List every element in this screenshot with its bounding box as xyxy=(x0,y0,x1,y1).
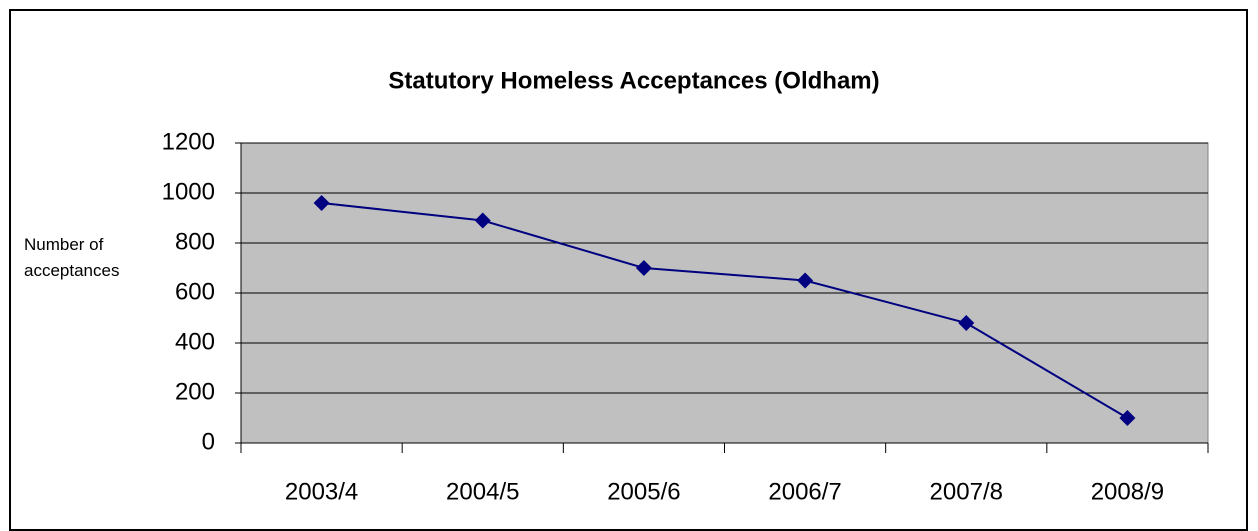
data-point xyxy=(474,212,491,229)
y-tick-label: 1200 xyxy=(162,128,215,155)
y-axis-label: Number of acceptances xyxy=(24,235,120,280)
x-tick-label: 2006/7 xyxy=(768,478,841,505)
x-tick-label: 2008/9 xyxy=(1091,478,1164,505)
y-tick-label: 1000 xyxy=(162,178,215,205)
y-tick-label: 0 xyxy=(202,428,215,455)
data-point xyxy=(797,272,814,289)
y-tick-label: 800 xyxy=(175,228,215,255)
x-tick-label: 2005/6 xyxy=(607,478,680,505)
data-line xyxy=(321,202,1128,419)
x-tick-label: 2004/5 xyxy=(446,478,519,505)
data-point xyxy=(958,315,975,331)
y-tick-label: 200 xyxy=(175,378,215,405)
x-tick-label: 2007/8 xyxy=(930,478,1003,505)
y-tick-label: 600 xyxy=(175,278,215,305)
x-tick-label: 2003/4 xyxy=(285,478,358,505)
chart-title: Statutory Homeless Acceptances (Oldham) xyxy=(388,67,879,94)
data-point xyxy=(313,195,330,211)
data-point xyxy=(1119,410,1136,426)
y-tick-label: 400 xyxy=(175,328,215,355)
data-point xyxy=(635,260,652,276)
